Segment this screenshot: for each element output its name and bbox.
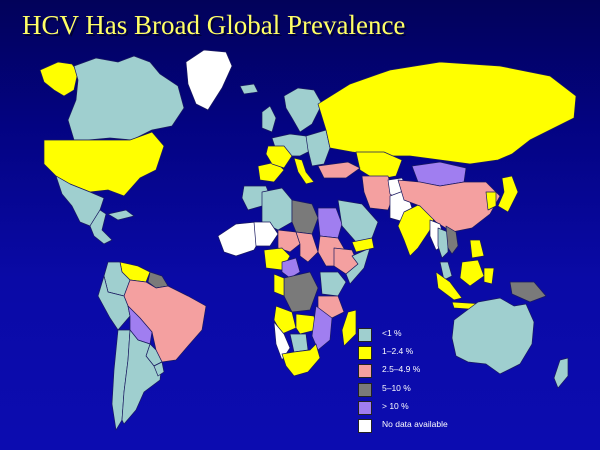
legend-label-2-5: 2.5–4.9 % [382,364,421,375]
country-philippines [469,239,485,259]
country-alaska [39,61,79,97]
country-iran [361,175,395,211]
country-congo-drc [283,271,319,313]
country-united-kingdom [261,105,277,133]
country-china [397,179,501,233]
legend-swatch-1-2 [358,346,372,361]
country-central-america [89,209,113,245]
country-eastern-europe [305,129,331,167]
country-cameroon [281,257,301,279]
legend-swatch-2-5 [358,364,372,379]
country-mozambique [311,305,333,351]
legend-label-5-10: 5–10 % [382,382,411,393]
country-iceland [239,83,259,95]
country-kenya [319,271,347,297]
country-greenland [185,49,233,111]
legend-label-1-2: 1–2.4 % [382,346,414,357]
country-zambia [295,313,317,335]
country-new-guinea [509,281,547,303]
legend-swatch-nodata [358,418,372,433]
country-algeria [261,187,293,231]
country-cuba [107,209,135,221]
legend-label-nodata: No data available [382,418,448,429]
country-yemen [351,237,375,253]
legend-label-gt10: > 10 % [382,400,409,411]
legend-swatch-lt1 [358,328,372,342]
country-chad [295,231,319,263]
country-uruguay [153,361,165,377]
country-sulawesi [483,267,495,285]
country-angola [273,305,297,335]
country-mali [253,221,279,247]
legend-label-lt1: <1 % [382,328,402,338]
country-canada [67,55,185,141]
country-vietnam [445,225,459,255]
country-libya [291,199,319,235]
country-japan [497,175,519,213]
country-new-zealand [553,357,569,389]
country-korea [485,191,497,211]
country-turkey [317,161,361,179]
country-malaysia [439,261,453,281]
legend-swatch-5-10 [358,382,372,397]
country-france [265,145,293,169]
country-gabon [273,273,285,297]
slide-title: HCV Has Broad Global Prevalence [22,10,406,40]
country-kazakhstan [355,151,403,181]
country-italy [293,157,315,185]
country-scandinavia [283,87,323,133]
country-egypt [317,207,343,239]
country-argentina [121,329,163,425]
country-madagascar [341,309,357,347]
country-russia [317,61,577,165]
country-niger [277,229,301,253]
country-australia [451,297,535,375]
world-map [39,49,577,431]
legend-swatch-gt10 [358,400,372,415]
country-borneo [459,259,485,287]
country-sumatra [435,271,463,301]
country-botswana [289,333,309,353]
country-south-africa [281,343,321,377]
